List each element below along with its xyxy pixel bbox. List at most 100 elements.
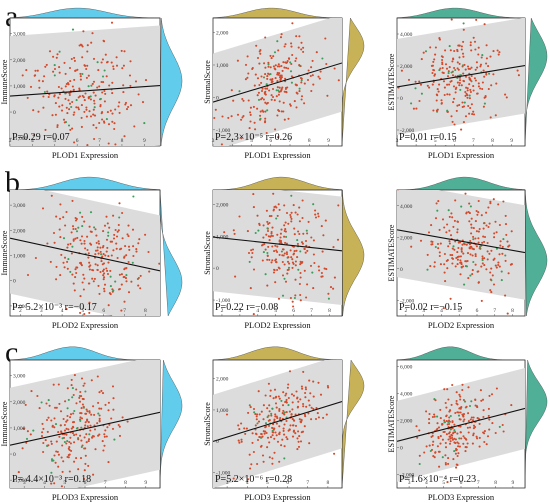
data-point (144, 233, 147, 236)
data-point (432, 68, 435, 72)
data-point (266, 220, 269, 223)
data-point (314, 417, 318, 421)
x-tick-label: 9 (510, 138, 513, 144)
data-point (485, 443, 488, 446)
data-point (290, 81, 293, 84)
data-point (471, 442, 474, 445)
data-point (41, 207, 45, 210)
data-point (284, 77, 287, 80)
data-point (283, 229, 286, 233)
data-point (81, 281, 84, 284)
data-point (73, 59, 76, 62)
data-point (488, 222, 491, 225)
data-point (455, 402, 458, 405)
data-point (463, 63, 466, 66)
data-point (468, 220, 471, 223)
data-point (70, 378, 73, 381)
data-point (274, 431, 277, 434)
y-axis-label: ESTIMATEScore (387, 224, 396, 281)
data-point (493, 236, 496, 239)
data-point (317, 212, 320, 215)
data-point (262, 404, 265, 407)
data-point (122, 276, 125, 279)
data-point (298, 35, 301, 38)
data-point (85, 441, 88, 444)
y-tick-label: 0 (400, 267, 403, 273)
data-point (103, 444, 106, 447)
y-tick-label: 4,000 (400, 32, 413, 38)
data-point (288, 57, 291, 60)
data-point (280, 228, 283, 231)
y-axis-label: ESTIMATEScore (387, 395, 396, 452)
data-point (249, 287, 252, 290)
data-point (74, 276, 77, 279)
data-point (462, 55, 465, 58)
data-point (307, 69, 310, 72)
data-point (282, 391, 285, 394)
data-point (24, 403, 27, 406)
data-point (279, 76, 282, 79)
data-point (507, 245, 510, 248)
data-point (85, 67, 88, 71)
data-point (298, 206, 301, 209)
data-point (137, 242, 140, 245)
data-point (469, 418, 472, 421)
data-point (80, 377, 84, 380)
data-point (53, 64, 56, 67)
data-point (415, 107, 418, 110)
data-point (448, 435, 451, 438)
data-point (475, 245, 478, 248)
data-point (107, 255, 110, 258)
data-point (452, 431, 455, 434)
data-point (485, 44, 488, 47)
data-point (432, 440, 435, 443)
data-point (506, 312, 509, 315)
data-point (86, 144, 89, 146)
data-point (101, 246, 104, 249)
data-point (114, 143, 117, 146)
data-point (487, 65, 490, 68)
data-point (108, 423, 111, 426)
data-point (79, 78, 82, 81)
data-point (100, 407, 103, 410)
data-point (478, 246, 482, 249)
data-point (140, 154, 142, 156)
x-tick-label: 4 (256, 308, 259, 314)
data-point (458, 62, 461, 65)
data-point (263, 432, 266, 435)
data-point (459, 273, 462, 276)
data-point (52, 383, 55, 386)
data-point (470, 232, 473, 235)
data-point (77, 468, 80, 471)
data-point (298, 435, 301, 438)
data-point (71, 421, 75, 424)
data-point (69, 270, 72, 273)
data-point (498, 265, 501, 268)
data-point (134, 80, 138, 83)
data-point (318, 14, 320, 16)
data-point (81, 215, 84, 218)
data-point (439, 442, 442, 445)
data-point (278, 397, 281, 400)
data-point (68, 448, 71, 451)
data-point (296, 437, 299, 440)
data-point (299, 440, 303, 443)
data-point (305, 405, 308, 408)
data-point (418, 462, 421, 466)
data-point (296, 397, 299, 400)
data-point (267, 245, 270, 248)
data-point (473, 40, 477, 43)
data-point (288, 370, 292, 373)
data-point (488, 252, 491, 255)
data-point (282, 61, 285, 64)
data-point (462, 413, 466, 416)
data-point (268, 239, 271, 242)
data-point (92, 280, 95, 283)
data-point (107, 231, 110, 234)
data-point (255, 418, 258, 421)
data-point (448, 242, 451, 245)
data-point (283, 277, 286, 280)
data-point (479, 87, 482, 90)
data-point (505, 233, 508, 236)
